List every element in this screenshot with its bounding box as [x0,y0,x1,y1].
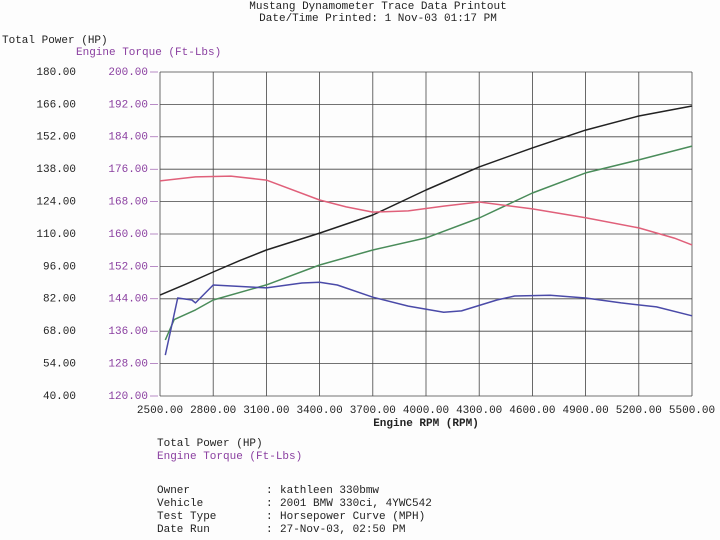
y2-tick-label: 184.00 [108,132,148,144]
legend-entry: Engine Torque (Ft-Lbs) [157,451,302,463]
y-tick-label: 68.00 [43,326,76,338]
info-value: Horsepower Curve (MPH) [280,511,425,523]
x-tick-label: 2500.00 [137,405,183,417]
y2-tick-label: 200.00 [108,67,148,79]
info-label: Vehicle [157,498,203,510]
info-value: 2001 BMW 330ci, 4YWC542 [280,498,432,510]
y-tick-label: 110.00 [36,229,76,241]
y2-tick-label: 176.00 [108,164,148,176]
info-colon: : [266,485,273,497]
info-colon: : [266,524,273,536]
y-tick-label: 166.00 [36,99,76,111]
info-value: 27-Nov-03, 02:50 PM [280,524,405,536]
x-tick-label: 4000.00 [403,405,449,417]
y-tick-label: 152.00 [36,132,76,144]
y-tick-label: 82.00 [43,294,76,306]
info-colon: : [266,511,273,523]
x-tick-label: 5500.00 [669,405,715,417]
y2-tick-label: 152.00 [108,261,148,273]
x-tick-label: 3400.00 [296,405,342,417]
x-tick-label: 2800.00 [190,405,236,417]
x-tick-label: 5200.00 [616,405,662,417]
series-line [159,175,693,246]
y2-tick-label: 192.00 [108,99,148,111]
y2-tick-label: 136.00 [108,326,148,338]
x-tick-label: 4600.00 [509,405,555,417]
chart-title: Mustang Dynamometer Trace Data Printout [249,1,506,13]
y2-tick-label: 120.00 [108,391,148,403]
y-axis-label: Total Power (HP) [2,35,108,47]
x-tick-label: 3700.00 [350,405,396,417]
y2-axis-label: Engine Torque (Ft-Lbs) [76,47,221,59]
y-tick-label: 96.00 [43,261,76,273]
y2-tick-label: 144.00 [108,294,148,306]
x-axis-label: Engine RPM (RPM) [373,418,479,430]
info-label: Owner [157,485,190,497]
x-tick-label: 3100.00 [243,405,289,417]
info-colon: : [266,498,273,510]
y-tick-label: 138.00 [36,164,76,176]
y-tick-label: 180.00 [36,67,76,79]
y2-tick-label: 168.00 [108,197,148,209]
info-label: Date Run [157,524,210,536]
info-value: kathleen 330bmw [280,485,379,497]
chart-subtitle: Date/Time Printed: 1 Nov-03 01:17 PM [259,13,497,25]
series-line [164,281,693,356]
series-line [159,105,693,296]
x-tick-label: 4300.00 [456,405,502,417]
y-tick-label: 54.00 [43,359,76,371]
y-tick-label: 40.00 [43,391,76,403]
y2-tick-label: 160.00 [108,229,148,241]
y-tick-label: 124.00 [36,197,76,209]
y2-tick-label: 128.00 [108,359,148,371]
info-label: Test Type [157,511,216,523]
legend-entry: Total Power (HP) [157,438,263,450]
x-tick-label: 4900.00 [562,405,608,417]
series-line [164,145,693,341]
